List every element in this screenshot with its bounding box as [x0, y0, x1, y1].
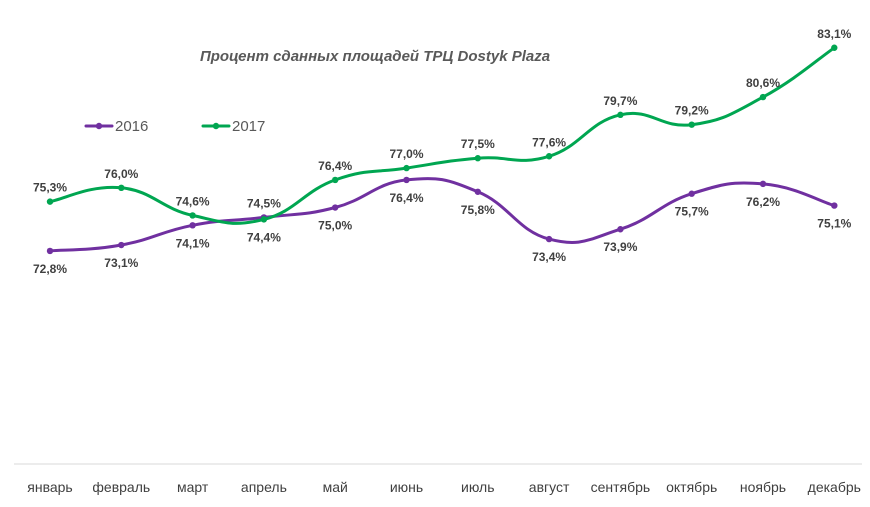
- category-label-10: октябрь: [666, 479, 717, 495]
- series-2017: [46, 44, 838, 225]
- data-label-2017-12: 83,1%: [817, 27, 851, 41]
- data-label-2016-5: 75,0%: [318, 219, 352, 233]
- data-point-2017-4[interactable]: [260, 216, 268, 223]
- data-point-2016-1[interactable]: [46, 247, 54, 255]
- data-label-2016-8: 73,4%: [532, 250, 566, 264]
- category-label-4: апрель: [241, 479, 287, 495]
- data-point-2016-3[interactable]: [189, 222, 196, 229]
- data-point-2017-9[interactable]: [617, 111, 624, 119]
- data-label-2017-8: 77,6%: [532, 135, 566, 149]
- data-label-2017-3: 74,6%: [176, 194, 210, 208]
- data-label-2017-6: 77,0%: [389, 147, 423, 161]
- category-label-8: август: [529, 479, 570, 495]
- category-label-5: май: [323, 479, 348, 495]
- data-labels: 72,8% 73,1% 74,1% 74,5% 75,0% 76,4% 75,8% 73,4%…: [33, 27, 852, 276]
- data-label-2017-1: 75,3%: [33, 181, 67, 195]
- data-label-2016-2: 73,1%: [104, 256, 138, 270]
- data-point-2017-8[interactable]: [545, 153, 553, 160]
- data-label-2017-10: 79,2%: [675, 104, 709, 118]
- category-label-3: март: [177, 479, 209, 495]
- category-label-6: июнь: [390, 479, 423, 495]
- data-label-2016-7: 75,8%: [461, 203, 495, 217]
- data-point-2017-7[interactable]: [474, 155, 481, 162]
- data-label-2017-2: 76,0%: [104, 167, 138, 181]
- data-label-2017-11: 80,6%: [746, 76, 780, 90]
- category-label-7: июль: [461, 479, 494, 495]
- legend-label-2016: 2016: [115, 118, 148, 135]
- series-layer: [46, 44, 838, 255]
- data-point-2016-12[interactable]: [831, 202, 838, 209]
- legend: 2016 2017: [84, 118, 265, 135]
- data-point-2017-11[interactable]: [759, 93, 767, 101]
- data-point-2016-5[interactable]: [332, 204, 339, 211]
- data-point-2016-2[interactable]: [118, 241, 125, 249]
- data-label-2016-11: 76,2%: [746, 195, 780, 209]
- data-point-2017-12[interactable]: [831, 44, 838, 51]
- data-point-2017-6[interactable]: [403, 164, 410, 172]
- data-point-2017-3[interactable]: [189, 212, 196, 219]
- legend-item-2017[interactable]: 2017: [201, 118, 265, 135]
- data-point-2016-6[interactable]: [403, 176, 410, 184]
- data-label-2016-3: 74,1%: [176, 236, 210, 250]
- data-point-2016-7[interactable]: [474, 188, 481, 195]
- category-label-12: декабрь: [808, 479, 861, 495]
- category-label-9: сентябрь: [591, 479, 651, 495]
- data-label-2016-10: 75,7%: [675, 205, 709, 219]
- chart-title: Процент сданных площадей ТРЦ Dostyk Plaz…: [200, 48, 550, 65]
- data-point-2016-9[interactable]: [617, 226, 624, 233]
- data-label-2017-9: 79,7%: [603, 94, 637, 108]
- category-label-11: ноябрь: [740, 479, 786, 495]
- data-point-2016-8[interactable]: [545, 235, 553, 243]
- data-label-2016-9: 73,9%: [603, 240, 637, 254]
- category-label-1: январь: [27, 479, 72, 495]
- data-point-2017-2[interactable]: [118, 184, 125, 192]
- data-label-2016-4: 74,5%: [247, 196, 281, 210]
- data-label-2016-12: 75,1%: [817, 217, 851, 231]
- data-point-2017-1[interactable]: [46, 198, 54, 205]
- data-point-2016-10[interactable]: [688, 190, 695, 197]
- legend-item-2016[interactable]: 2016: [84, 118, 148, 135]
- series-line-2016: [48, 177, 836, 253]
- data-point-2016-11[interactable]: [759, 180, 767, 188]
- data-label-2016-1: 72,8%: [33, 262, 67, 276]
- category-labels: январь февраль март апрель май июнь июль август…: [27, 479, 861, 495]
- data-label-2017-7: 77,5%: [461, 137, 495, 151]
- series-2016: [46, 176, 838, 255]
- data-label-2016-6: 76,4%: [389, 191, 423, 205]
- data-label-2017-4: 74,4%: [247, 230, 281, 244]
- data-label-2017-5: 76,4%: [318, 159, 352, 173]
- data-point-2017-5[interactable]: [332, 176, 339, 184]
- data-point-2017-10[interactable]: [688, 121, 695, 128]
- category-label-2: февраль: [92, 479, 150, 495]
- series-line-2017: [48, 46, 836, 225]
- legend-label-2017: 2017: [232, 118, 265, 135]
